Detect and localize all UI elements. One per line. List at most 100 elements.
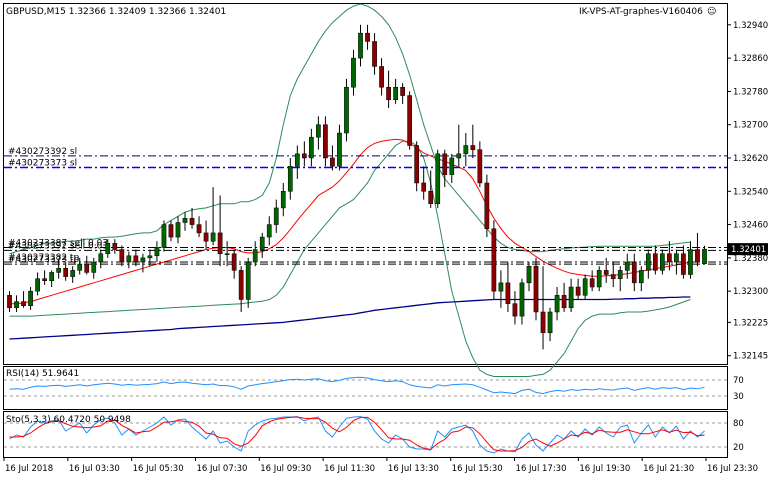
candle[interactable]	[294, 153, 300, 167]
candle[interactable]	[224, 253, 230, 255]
candle[interactable]	[624, 261, 630, 271]
candle[interactable]	[660, 253, 665, 271]
candle[interactable]	[603, 270, 609, 275]
candle[interactable]	[589, 278, 595, 288]
candle[interactable]	[287, 166, 293, 192]
candle[interactable]	[161, 224, 167, 248]
candle[interactable]	[351, 57, 356, 88]
candle[interactable]	[91, 261, 97, 273]
candle[interactable]	[126, 255, 132, 263]
candle[interactable]	[301, 153, 307, 159]
candle[interactable]	[231, 253, 237, 271]
candle[interactable]	[358, 32, 363, 59]
candle[interactable]	[245, 261, 251, 300]
candle[interactable]	[674, 253, 679, 263]
candle[interactable]	[168, 224, 174, 238]
candle[interactable]	[456, 153, 462, 159]
candle[interactable]	[477, 149, 483, 184]
candle[interactable]	[652, 253, 658, 271]
candle[interactable]	[393, 86, 398, 100]
candle[interactable]	[407, 95, 413, 146]
candle[interactable]	[400, 86, 405, 96]
candle[interactable]	[323, 124, 328, 159]
candle[interactable]	[189, 218, 195, 225]
candle[interactable]	[695, 249, 700, 263]
candle[interactable]	[49, 272, 54, 282]
candle[interactable]	[582, 278, 588, 296]
candle[interactable]	[463, 145, 469, 155]
candle[interactable]	[379, 66, 384, 88]
candle[interactable]	[273, 207, 279, 225]
candle[interactable]	[470, 145, 476, 150]
candle[interactable]	[702, 248, 707, 264]
candle[interactable]	[252, 249, 258, 263]
candle[interactable]	[414, 145, 420, 184]
candle[interactable]	[519, 282, 525, 317]
candlesticks[interactable]	[7, 24, 707, 350]
candle[interactable]	[210, 232, 216, 242]
candle[interactable]	[217, 232, 223, 254]
candle[interactable]	[35, 278, 40, 292]
candle[interactable]	[337, 132, 342, 167]
candle[interactable]	[77, 263, 83, 271]
candle[interactable]	[631, 261, 637, 284]
candle[interactable]	[133, 255, 139, 263]
candle[interactable]	[575, 286, 581, 296]
candle[interactable]	[688, 249, 693, 275]
candle[interactable]	[154, 247, 160, 257]
candle[interactable]	[372, 41, 377, 67]
candle[interactable]	[70, 270, 76, 277]
candle[interactable]	[435, 153, 441, 205]
candle[interactable]	[386, 86, 391, 100]
candle[interactable]	[442, 153, 448, 175]
candle[interactable]	[547, 311, 553, 334]
candle[interactable]	[533, 265, 539, 313]
candle[interactable]	[610, 274, 616, 279]
candle[interactable]	[526, 265, 532, 284]
candle[interactable]	[21, 301, 26, 306]
candle[interactable]	[638, 270, 644, 284]
candle[interactable]	[28, 290, 33, 306]
candle[interactable]	[561, 295, 567, 309]
candle[interactable]	[484, 182, 490, 229]
candle[interactable]	[645, 253, 651, 271]
candle[interactable]	[421, 182, 427, 192]
candle[interactable]	[98, 253, 104, 263]
candle[interactable]	[238, 270, 244, 300]
candle[interactable]	[175, 222, 181, 238]
candle[interactable]	[280, 191, 286, 209]
candle[interactable]	[203, 232, 209, 242]
candle[interactable]	[196, 224, 202, 234]
candle[interactable]	[42, 278, 47, 282]
candle[interactable]	[119, 249, 125, 263]
candle[interactable]	[7, 295, 12, 309]
candle[interactable]	[259, 236, 265, 250]
candle[interactable]	[428, 191, 434, 205]
candle[interactable]	[617, 270, 623, 279]
candle[interactable]	[112, 243, 118, 250]
candle[interactable]	[512, 303, 518, 317]
candle[interactable]	[14, 301, 19, 309]
candle[interactable]	[491, 228, 497, 292]
candle[interactable]	[554, 295, 560, 313]
candle[interactable]	[309, 136, 314, 159]
candle[interactable]	[505, 282, 511, 304]
candle[interactable]	[84, 263, 90, 273]
candle[interactable]	[681, 253, 686, 275]
candle[interactable]	[667, 253, 672, 263]
candle[interactable]	[316, 124, 321, 138]
candle[interactable]	[344, 86, 349, 134]
candle[interactable]	[540, 311, 546, 334]
candle[interactable]	[266, 224, 272, 238]
candle[interactable]	[56, 268, 62, 273]
candle[interactable]	[568, 286, 574, 309]
candle[interactable]	[365, 32, 370, 42]
candle[interactable]	[596, 270, 602, 288]
candle[interactable]	[330, 157, 335, 167]
candle[interactable]	[182, 218, 188, 223]
candle[interactable]	[140, 257, 146, 263]
candle[interactable]	[105, 243, 111, 254]
candle[interactable]	[63, 268, 69, 277]
candle[interactable]	[498, 282, 504, 292]
